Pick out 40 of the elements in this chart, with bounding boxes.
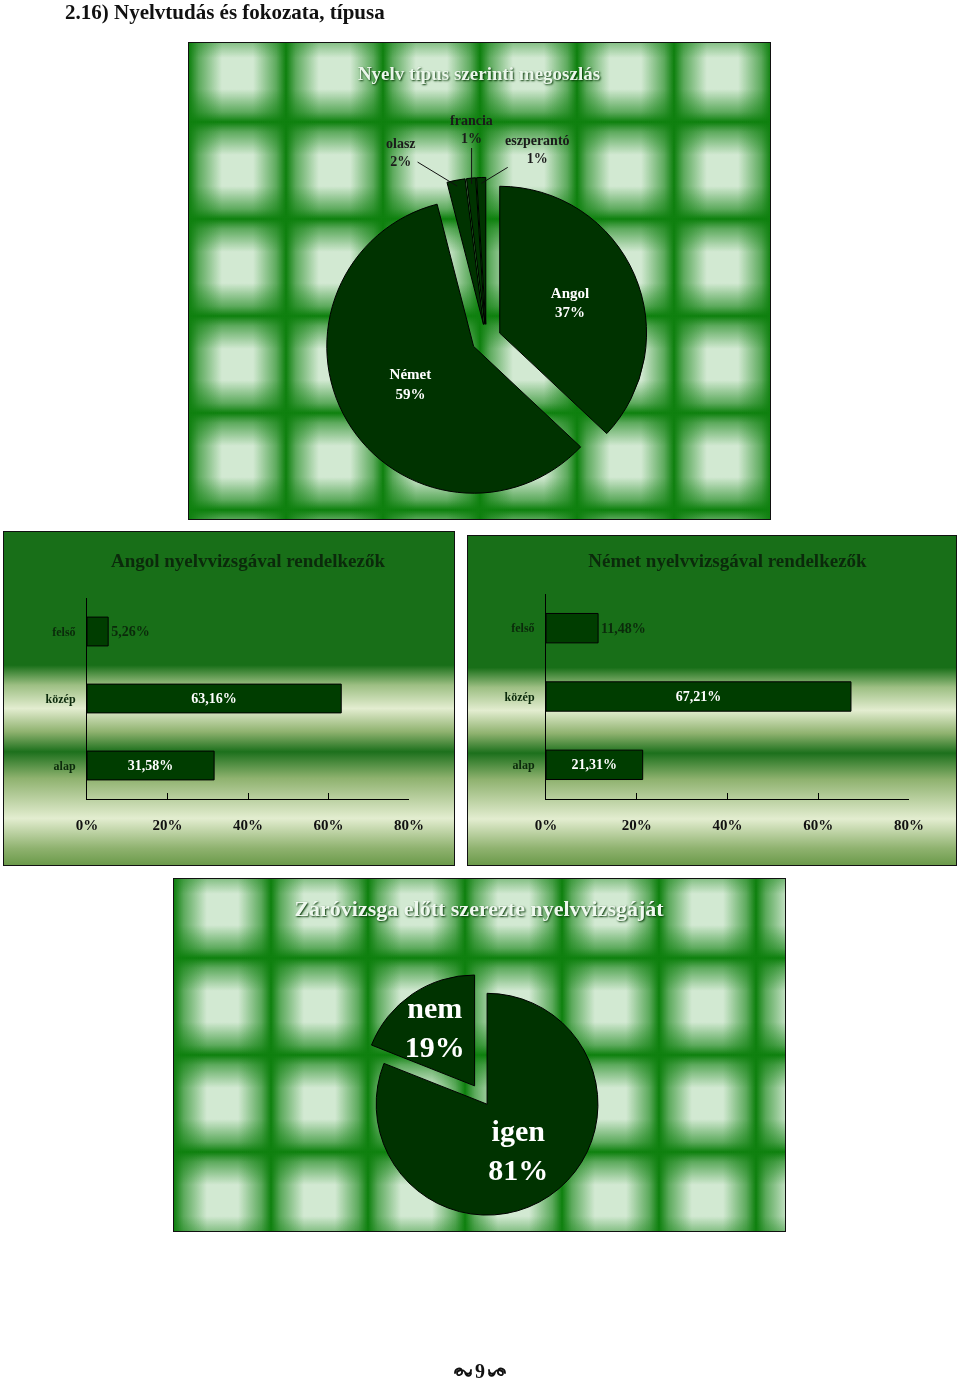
- x-tick-label: 40%: [712, 817, 743, 833]
- x-tick-label: 0%: [534, 817, 558, 833]
- data-label: 67,21%: [675, 689, 722, 704]
- x-tick-label: 40%: [233, 817, 263, 833]
- chart-title: Angol nyelvvizsgával rendelkezők: [110, 550, 386, 572]
- data-label: 63,16%: [191, 691, 237, 707]
- x-tick-label: 0%: [75, 817, 99, 833]
- y-tick-label: közép: [504, 689, 535, 704]
- slice-label: eszperantó: [505, 133, 570, 148]
- x-tick-label: 60%: [803, 817, 834, 833]
- data-label: 1%: [460, 131, 482, 147]
- data-label: 31,58%: [127, 758, 174, 774]
- data-label: 37%: [554, 304, 585, 321]
- y-tick-label: felső: [511, 621, 535, 636]
- slice-label: nem: [407, 991, 463, 1025]
- slice-label: olasz: [386, 136, 416, 151]
- x-tick-label: 20%: [152, 817, 183, 833]
- text: 9: [475, 1360, 485, 1380]
- x-tick-label: 80%: [394, 817, 424, 833]
- slice-label: francia: [450, 113, 493, 128]
- slice-label: Német: [389, 366, 432, 383]
- x-tick-label: 20%: [621, 817, 652, 833]
- data-label: 2%: [390, 154, 412, 170]
- slice-label: igen: [491, 1114, 546, 1148]
- y-tick-label: közép: [45, 691, 76, 706]
- slice-label: Angol: [550, 284, 590, 301]
- data-label: 81%: [488, 1153, 549, 1187]
- y-tick-label: alap: [53, 758, 76, 773]
- data-label: 21,31%: [571, 757, 618, 773]
- chart-title: Német nyelvvizsgával rendelkezők: [588, 550, 868, 572]
- data-label: 11,48%: [601, 620, 646, 636]
- x-tick-label: 80%: [894, 817, 924, 833]
- text: 2.16) Nyelvtudás és fokozata, típusa: [65, 0, 385, 25]
- y-tick-label: felső: [52, 624, 76, 639]
- y-tick-label: alap: [512, 758, 535, 773]
- data-label: 1%: [526, 151, 548, 167]
- data-label: 19%: [404, 1030, 465, 1064]
- data-label: 59%: [395, 385, 426, 402]
- x-tick-label: 60%: [313, 817, 344, 833]
- data-label: 5,26%: [111, 624, 150, 640]
